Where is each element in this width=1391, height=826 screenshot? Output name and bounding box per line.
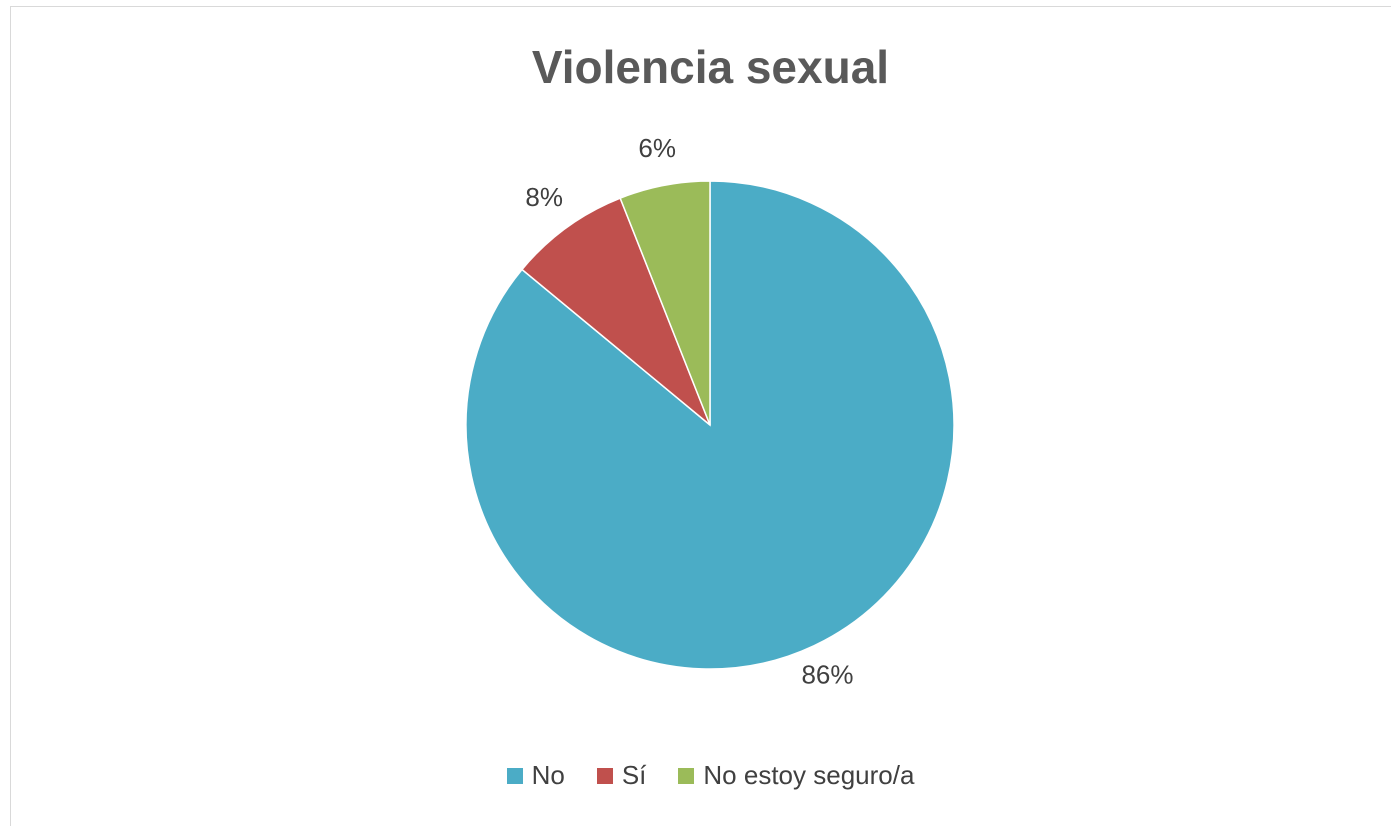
legend-swatch-si	[596, 767, 613, 784]
pie-slice-si	[520, 197, 711, 426]
pie-slices	[465, 180, 955, 670]
legend-swatch-no	[506, 767, 523, 784]
chart-title: Violencia sexual	[531, 41, 890, 93]
data-label-no: 86%	[801, 660, 853, 690]
pie-data-labels: 86% 8% 6%	[525, 133, 853, 690]
legend-item-no-estoy-seguro: No estoy seguro/a	[678, 760, 914, 791]
legend-label-si: Sí	[621, 760, 647, 790]
legend-label-no: No	[531, 760, 565, 790]
chart-legend: No Sí No estoy seguro/a	[0, 760, 1391, 791]
legend-item-no: No	[506, 760, 565, 791]
legend-label-no-estoy-seguro: No estoy seguro/a	[703, 760, 915, 790]
data-label-no-estoy-seguro: 6%	[638, 133, 676, 163]
data-label-si: 8%	[525, 182, 563, 212]
legend-item-si: Sí	[596, 760, 647, 791]
legend-swatch-no-estoy-seguro	[678, 767, 695, 784]
pie-slice-no-estoy-seguro	[619, 180, 711, 426]
